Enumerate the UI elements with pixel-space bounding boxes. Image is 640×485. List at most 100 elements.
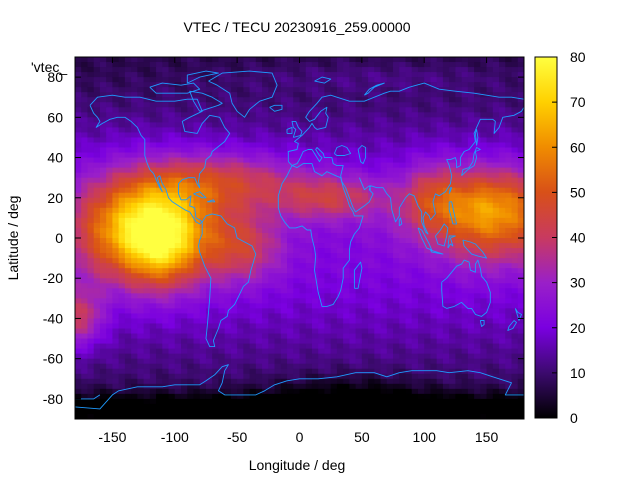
heat-cell <box>305 212 313 219</box>
heat-cell <box>106 187 114 194</box>
heat-cell <box>318 182 326 189</box>
heat-cell <box>249 122 257 128</box>
heat-cell <box>193 293 201 299</box>
heat-cell <box>174 248 182 254</box>
heat-cell <box>336 192 344 199</box>
heat-cell <box>442 152 450 159</box>
heat-cell <box>205 383 213 390</box>
heat-cell <box>430 137 438 144</box>
heat-cell <box>380 132 388 139</box>
heat-cell <box>355 333 363 340</box>
heat-cell <box>474 222 481 229</box>
heat-cell <box>280 413 288 419</box>
heat-cell <box>399 217 407 224</box>
heat-cell <box>424 152 432 159</box>
heat-cell <box>480 268 488 274</box>
heat-cell <box>492 318 500 325</box>
heat-cell <box>492 408 500 415</box>
heat-cell <box>318 358 326 365</box>
heat-cell <box>212 338 220 345</box>
heat-cell <box>156 217 163 224</box>
heat-cell <box>424 283 432 289</box>
heat-cell <box>87 363 95 370</box>
heat-cell <box>274 217 282 224</box>
heat-cell <box>205 288 213 294</box>
heat-cell <box>461 263 469 269</box>
heat-cell <box>380 283 388 289</box>
heat-cell <box>218 232 226 239</box>
heat-cell <box>131 117 138 123</box>
heat-cell <box>474 383 481 390</box>
heat-cell <box>212 197 220 204</box>
heat-cell <box>268 378 276 385</box>
heat-cell <box>492 152 500 159</box>
heat-cell <box>99 243 107 249</box>
heat-cell <box>93 187 101 194</box>
heat-cell <box>249 248 257 254</box>
heat-cell <box>455 403 463 410</box>
heat-cell <box>430 413 438 419</box>
heat-cell <box>112 308 120 315</box>
heat-cell <box>287 303 294 309</box>
heat-cell <box>137 187 145 194</box>
heat-cell <box>492 157 500 164</box>
heat-cell <box>268 122 276 128</box>
heat-cell <box>249 278 257 284</box>
heat-cell <box>492 373 500 380</box>
heat-cell <box>106 132 114 139</box>
heat-cell <box>380 127 388 134</box>
heat-cell <box>449 378 457 385</box>
heat-cell <box>461 403 469 410</box>
heat-cell <box>361 122 369 128</box>
heat-cell <box>405 157 413 164</box>
heat-cell <box>255 127 263 134</box>
heat-cell <box>442 248 450 254</box>
heat-cell <box>355 172 363 179</box>
heat-cell <box>187 107 195 113</box>
heat-cell <box>118 323 126 330</box>
heat-cell <box>255 238 263 244</box>
heat-cell <box>293 97 301 103</box>
heat-cell <box>81 192 89 199</box>
heat-cell <box>224 167 232 174</box>
heat-cell <box>411 232 419 239</box>
heat-cell <box>106 197 114 204</box>
heat-cell <box>218 328 226 335</box>
heat-cell <box>399 283 407 289</box>
heat-cell <box>199 363 207 370</box>
heat-cell <box>355 238 363 244</box>
heat-cell <box>268 403 276 410</box>
heat-cell <box>318 363 326 370</box>
heat-cell <box>124 147 132 154</box>
heat-cell <box>187 137 195 144</box>
heat-cell <box>87 383 95 390</box>
heat-cell <box>461 227 469 234</box>
heat-cell <box>405 393 413 400</box>
heat-cell <box>162 92 170 98</box>
heat-cell <box>280 157 288 164</box>
heat-cell <box>343 197 350 204</box>
heat-cell <box>124 77 132 83</box>
heat-cell <box>311 97 319 103</box>
heat-cell <box>255 87 263 93</box>
heat-cell <box>318 403 326 410</box>
heat-cell <box>237 373 244 380</box>
heat-cell <box>106 217 114 224</box>
heat-cell <box>230 403 238 410</box>
heat-cell <box>205 142 213 149</box>
heat-cell <box>237 132 244 139</box>
heat-cell <box>280 207 288 214</box>
heat-cell <box>492 403 500 410</box>
heat-cell <box>181 212 188 219</box>
heat-cell <box>262 197 269 204</box>
heat-cell <box>393 212 400 219</box>
heat-cell <box>299 323 307 330</box>
heat-cell <box>305 182 313 189</box>
heat-cell <box>455 77 463 83</box>
heat-cell <box>405 67 413 73</box>
heat-cell <box>380 187 388 194</box>
heat-cell <box>118 313 126 320</box>
heat-cell <box>93 222 101 229</box>
heat-cell <box>87 92 95 98</box>
heat-cell <box>149 197 157 204</box>
